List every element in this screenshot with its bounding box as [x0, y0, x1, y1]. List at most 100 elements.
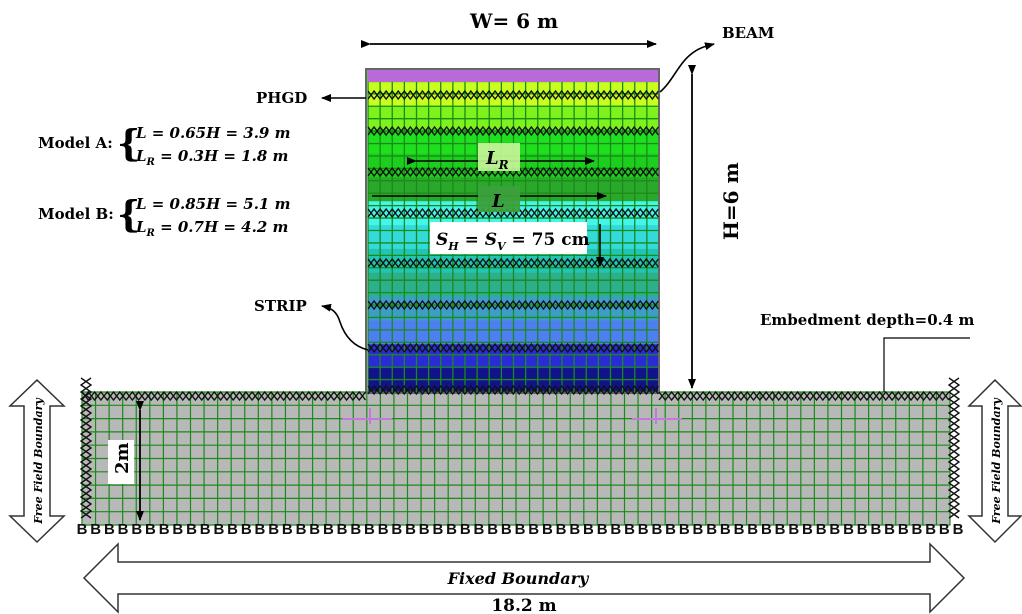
beam-label: BEAM	[722, 24, 774, 42]
fixed-support-symbol: B	[843, 521, 854, 538]
fixed-support-symbol: B	[77, 521, 88, 538]
wall-top-band	[368, 69, 659, 82]
interface-element	[658, 390, 950, 402]
reinforcement-strip	[367, 257, 659, 269]
fixed-support-symbol: B	[761, 521, 772, 538]
model-a-line2: LR = 0.3H = 1.8 m	[135, 147, 288, 168]
height-label: H=6 m	[719, 162, 743, 240]
foundation-surface-interface	[81, 390, 950, 402]
model-b-name: Model B:	[38, 205, 114, 223]
fixed-support-symbol: B	[939, 521, 950, 538]
fixed-support-symbol: B	[159, 521, 170, 538]
fixed-support-symbol: B	[200, 521, 211, 538]
foundation-mesh	[81, 391, 951, 526]
fixed-support-symbol: B	[857, 521, 868, 538]
fixed-support-symbol: B	[610, 521, 621, 538]
strip-label: STRIP	[254, 297, 307, 315]
width-label: W= 6 m	[469, 9, 558, 33]
spacing-label: SH = SV = 75 cm	[436, 230, 590, 253]
fixed-support-symbol: B	[829, 521, 840, 538]
depth-label: 2m	[112, 442, 133, 474]
reinforcement-strip	[367, 299, 659, 311]
model-a: Model A: { L = 0.65H = 3.9 m LR = 0.3H =…	[38, 123, 290, 168]
reinforcement-strip	[367, 257, 659, 269]
embedment-label: Embedment depth=0.4 m	[760, 311, 975, 329]
reinforcement-strip	[367, 342, 659, 354]
fixed-support-symbol: B	[419, 521, 430, 538]
fixed-support-symbol: B	[186, 521, 197, 538]
fixed-support-symbol: B	[268, 521, 279, 538]
model-b-line1: L = 0.85H = 5.1 m	[135, 195, 290, 213]
fixed-support-symbol: B	[145, 521, 156, 538]
fixed-support-symbol: B	[337, 521, 348, 538]
free-field-boundary-elements	[79, 377, 961, 519]
reinforcement-strip	[367, 125, 659, 137]
fixed-support-symbol: B	[296, 521, 307, 538]
fixed-support-symbol: B	[391, 521, 402, 538]
fixed-support-symbol: B	[378, 521, 389, 538]
boundary-element	[947, 377, 961, 519]
phgd-label: PHGD	[256, 89, 307, 107]
fixed-support-symbol: B	[556, 521, 567, 538]
left-boundary-arrow	[8, 378, 66, 544]
fixed-support-symbol: B	[241, 521, 252, 538]
fixed-support-symbol: B	[487, 521, 498, 538]
interface-element	[81, 390, 367, 402]
fixed-support-symbol: B	[90, 521, 101, 538]
reinforcement-strip	[367, 207, 659, 219]
fixed-support-symbol: B	[953, 521, 964, 538]
reinforcement-strip	[367, 166, 659, 178]
fixed-support-symbol: B	[597, 521, 608, 538]
fixed-support-symbol: B	[816, 521, 827, 538]
fixed-support-symbol: B	[474, 521, 485, 538]
fixed-support-symbol: B	[172, 521, 183, 538]
fixed-support-symbol: B	[309, 521, 320, 538]
model-b: Model B: { L = 0.85H = 5.1 m LR = 0.7H =…	[38, 194, 290, 239]
fixed-support-symbol: B	[884, 521, 895, 538]
right-boundary-arrow	[967, 378, 1022, 544]
spacing-label-box	[430, 222, 587, 254]
fixed-support-symbol: B	[747, 521, 758, 538]
fixed-support-symbol: B	[323, 521, 334, 538]
embedment-leader	[883, 337, 970, 392]
depth-label-box	[108, 440, 134, 484]
fixed-support-symbol: B	[528, 521, 539, 538]
fixed-support-symbol: B	[720, 521, 731, 538]
boundary-element	[79, 377, 93, 519]
fixed-support-symbol: B	[925, 521, 936, 538]
reinforcement-strip	[367, 384, 659, 396]
fixed-support-symbol: B	[131, 521, 142, 538]
reinforcement-strip	[367, 342, 659, 354]
left-boundary-label: Free Field Boundary	[32, 397, 45, 525]
model-a-name: Model A:	[38, 134, 113, 152]
fixed-support-symbol: B	[679, 521, 690, 538]
fixed-support-symbol: B	[350, 521, 361, 538]
fixed-support-symbol: B	[788, 521, 799, 538]
fixed-support-symbol: B	[446, 521, 457, 538]
fixed-support-symbol: B	[665, 521, 676, 538]
lr-label: LR	[485, 148, 509, 172]
beam-callout	[659, 42, 715, 93]
fixed-support-symbol: B	[898, 521, 909, 538]
fixed-support-symbol: B	[775, 521, 786, 538]
right-boundary-label: Free Field Boundary	[990, 397, 1003, 525]
boundary-element	[947, 377, 961, 519]
fixed-support-symbol: B	[624, 521, 635, 538]
fixed-support-symbol: B	[693, 521, 704, 538]
model-a-line1: L = 0.65H = 3.9 m	[135, 124, 290, 142]
fixed-support-symbol: B	[104, 521, 115, 538]
fixed-support-symbol: B	[405, 521, 416, 538]
fixed-support-symbol: B	[364, 521, 375, 538]
reinforcement-strip	[367, 299, 659, 311]
fixed-support-symbol: B	[583, 521, 594, 538]
model-b-brace: {	[117, 194, 140, 236]
fixed-support-symbol: B	[213, 521, 224, 538]
fixed-support-symbol: B	[282, 521, 293, 538]
fixed-support-symbol: B	[638, 521, 649, 538]
reinforcement-strip	[367, 384, 659, 396]
fixed-support-symbol: B	[227, 521, 238, 538]
fixed-support-symbol: B	[706, 521, 717, 538]
model-a-brace: {	[117, 123, 140, 165]
